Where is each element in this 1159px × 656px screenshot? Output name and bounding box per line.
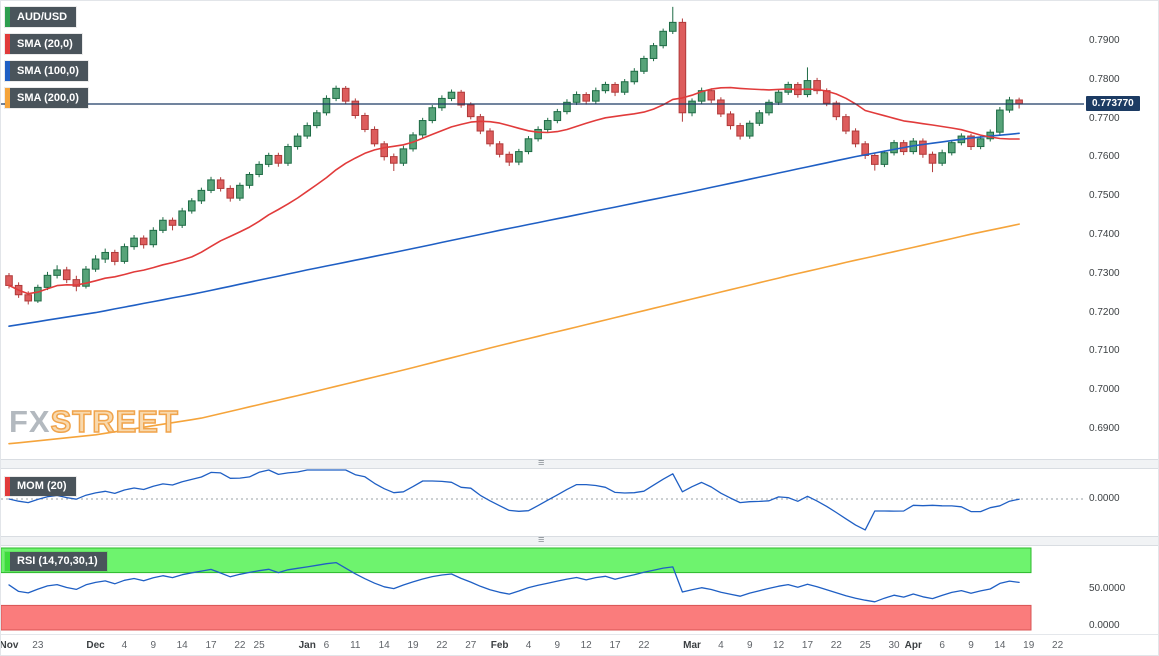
time-axis-label: 11 — [350, 640, 361, 651]
price-axis-label: 0.7800 — [1089, 73, 1120, 85]
momentum-chart-canvas[interactable] — [1, 469, 1159, 536]
price-axis-label: 0.7500 — [1089, 190, 1120, 202]
sma200-label: SMA (200,0) — [10, 88, 88, 108]
momentum-legend[interactable]: MOM (20) — [5, 477, 76, 496]
sma20-label: SMA (20,0) — [10, 34, 82, 54]
symbol-label: AUD/USD — [10, 7, 77, 27]
time-axis-label: 25 — [253, 640, 265, 651]
time-axis-label: Dec — [86, 640, 105, 651]
momentum-panel: MOM (20) 0.0000 — [1, 469, 1159, 536]
time-axis-label: Feb — [490, 640, 509, 651]
sma200-legend[interactable]: SMA (200,0) — [5, 88, 88, 108]
price-axis-label: 0.7300 — [1089, 267, 1120, 279]
time-axis-label: 14 — [378, 640, 390, 651]
price-axis-label: 0.7900 — [1089, 35, 1120, 46]
panel-resize-handle-rsi[interactable]: ≡ — [1, 534, 1158, 546]
rsi-panel: RSI (14,70,30,1) 50.0000 0.0000 — [1, 546, 1159, 634]
sma200-accent-icon — [5, 88, 10, 108]
rsi-label: RSI (14,70,30,1) — [10, 552, 107, 571]
time-axis-label: 30 — [888, 640, 900, 651]
time-axis-label: 12 — [580, 640, 592, 651]
time-axis-label: Nov — [0, 640, 19, 651]
time-axis-label: 9 — [150, 640, 157, 651]
watermark-fx: FX — [9, 404, 51, 439]
time-axis-label: 9 — [554, 640, 561, 651]
fxstreet-watermark: FXSTREET — [9, 403, 179, 440]
time-axis-label: 4 — [718, 640, 724, 651]
time-axis-label: 17 — [205, 640, 217, 651]
time-axis-label: 14 — [176, 640, 188, 651]
time-axis-label: 22 — [234, 640, 246, 651]
time-axis-label: 19 — [407, 640, 419, 651]
rsi-zero-label: 0.0000 — [1089, 620, 1120, 631]
time-axis-label: 9 — [746, 640, 753, 651]
momentum-accent-icon — [5, 477, 10, 496]
price-axis-label: 0.7200 — [1089, 306, 1120, 318]
sma100-legend[interactable]: SMA (100,0) — [5, 61, 88, 81]
time-axis-label: 19 — [1023, 640, 1035, 651]
time-axis-label: 12 — [773, 640, 785, 651]
drag-handle-icon: ≡ — [538, 534, 545, 546]
time-axis-label: 22 — [436, 640, 448, 651]
chart-legend: AUD/USD SMA (20,0) SMA (100,0) SMA (200,… — [5, 1, 88, 108]
panel-resize-handle-mom[interactable]: ≡ — [1, 457, 1158, 469]
rsi-mid-label: 50.0000 — [1089, 583, 1126, 594]
time-axis-label: Mar — [683, 640, 701, 651]
time-axis-label: 22 — [1052, 640, 1064, 651]
time-axis-label: 23 — [32, 640, 44, 651]
time-axis-label: 14 — [994, 640, 1006, 651]
price-axis-label: 0.7700 — [1089, 112, 1120, 124]
price-chart-canvas[interactable] — [1, 1, 1159, 459]
last-price-tag: 0.773770 — [1086, 95, 1140, 111]
price-axis-label: 0.7600 — [1089, 151, 1120, 163]
rsi-chart-canvas[interactable] — [1, 546, 1159, 634]
price-axis-label: 0.7100 — [1089, 345, 1120, 357]
price-axis-label: 0.7400 — [1089, 229, 1120, 240]
time-axis-label: Jan — [298, 640, 316, 651]
symbol-badge[interactable]: AUD/USD — [5, 7, 77, 27]
time-axis-label: 4 — [121, 640, 128, 651]
time-axis-label: Apr — [904, 640, 922, 651]
price-panel: AUD/USD SMA (20,0) SMA (100,0) SMA (200,… — [1, 1, 1159, 459]
sma100-accent-icon — [5, 61, 10, 81]
time-axis-label: 9 — [968, 640, 974, 651]
price-axis-label: 0.7000 — [1089, 384, 1120, 396]
sma20-legend[interactable]: SMA (20,0) — [5, 34, 82, 54]
watermark-street: STREET — [50, 403, 179, 440]
time-axis-label: 25 — [859, 640, 871, 651]
time-axis-label: 17 — [609, 640, 621, 651]
price-axis-label: 0.6900 — [1089, 423, 1120, 434]
sma20-accent-icon — [5, 34, 10, 54]
time-axis-label: 17 — [801, 640, 814, 651]
momentum-zero-label: 0.0000 — [1089, 493, 1120, 504]
time-axis-label: 27 — [465, 640, 477, 651]
time-axis-label: 4 — [525, 640, 532, 651]
time-axis-label: 22 — [638, 640, 650, 651]
momentum-label: MOM (20) — [10, 477, 76, 496]
sma100-label: SMA (100,0) — [10, 61, 88, 81]
time-axis: Nov 23 Dec 4 9 14 17 22 25 Jan 6 11 14 19 22 27 Feb 4 9 12 1… — [0, 634, 1158, 655]
rsi-legend[interactable]: RSI (14,70,30,1) — [5, 552, 107, 571]
time-axis-label: 6 — [323, 640, 330, 651]
time-axis-label: 22 — [830, 640, 842, 651]
drag-handle-icon: ≡ — [538, 457, 545, 469]
time-axis-label: 6 — [939, 640, 945, 651]
symbol-accent-icon — [5, 7, 10, 27]
rsi-accent-icon — [5, 552, 10, 571]
